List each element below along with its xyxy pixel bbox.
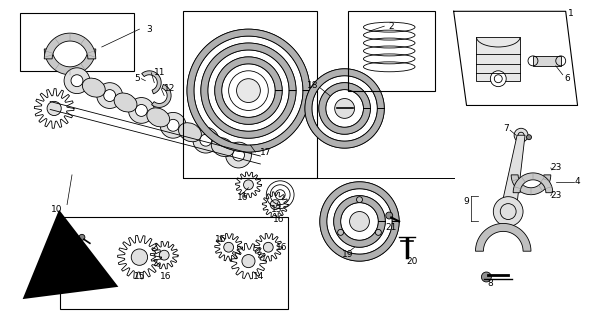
Polygon shape: [201, 43, 296, 138]
Ellipse shape: [211, 138, 234, 156]
Text: 21: 21: [385, 223, 397, 232]
Polygon shape: [334, 196, 385, 247]
Text: 10: 10: [51, 205, 63, 214]
Circle shape: [135, 105, 147, 116]
Polygon shape: [152, 84, 171, 108]
Text: 2: 2: [388, 22, 394, 31]
Circle shape: [335, 99, 355, 118]
Circle shape: [160, 250, 169, 260]
Text: 7: 7: [503, 124, 509, 133]
Text: 16: 16: [215, 235, 226, 244]
Circle shape: [128, 98, 154, 123]
Text: 15: 15: [134, 272, 145, 282]
Polygon shape: [513, 173, 553, 193]
Polygon shape: [511, 175, 551, 195]
Circle shape: [482, 272, 491, 282]
Polygon shape: [476, 223, 531, 251]
Text: 3: 3: [146, 25, 152, 34]
Circle shape: [200, 134, 212, 146]
Bar: [347, 11, 435, 91]
Circle shape: [491, 71, 506, 87]
Text: 23: 23: [550, 191, 562, 200]
Circle shape: [224, 242, 234, 252]
Polygon shape: [141, 71, 161, 94]
Polygon shape: [187, 29, 310, 152]
Circle shape: [356, 197, 362, 203]
Circle shape: [386, 212, 393, 219]
Text: 5: 5: [135, 74, 140, 83]
Circle shape: [270, 200, 280, 210]
Circle shape: [79, 234, 85, 240]
Circle shape: [64, 68, 90, 93]
Circle shape: [226, 142, 252, 168]
Text: 1: 1: [568, 9, 574, 18]
Text: 21: 21: [74, 247, 85, 256]
Polygon shape: [45, 33, 96, 59]
Text: 16: 16: [273, 215, 285, 224]
Circle shape: [338, 229, 344, 235]
Polygon shape: [500, 135, 525, 212]
Text: 8: 8: [488, 279, 493, 288]
Circle shape: [350, 212, 370, 231]
Circle shape: [97, 83, 123, 108]
Circle shape: [493, 197, 523, 227]
Circle shape: [237, 79, 260, 102]
Circle shape: [193, 127, 219, 153]
Text: 17: 17: [259, 148, 271, 156]
Text: 11: 11: [154, 68, 165, 77]
Text: 16: 16: [160, 272, 172, 282]
Ellipse shape: [82, 78, 105, 97]
Text: 20: 20: [406, 257, 418, 266]
Text: 4: 4: [575, 177, 580, 186]
Text: 13: 13: [270, 205, 282, 214]
Circle shape: [264, 242, 273, 252]
Ellipse shape: [114, 93, 137, 112]
Text: 19: 19: [342, 250, 353, 259]
Text: 9: 9: [464, 197, 470, 206]
Text: 6: 6: [565, 74, 571, 83]
Circle shape: [514, 128, 528, 142]
Bar: [476, 37, 520, 81]
Polygon shape: [45, 49, 96, 75]
Circle shape: [167, 119, 179, 131]
Text: 18: 18: [307, 81, 318, 90]
Bar: [183, 11, 317, 178]
Bar: [20, 13, 134, 71]
Text: 12: 12: [164, 84, 175, 93]
Ellipse shape: [147, 108, 170, 127]
Bar: [60, 218, 288, 309]
Circle shape: [376, 229, 381, 235]
Circle shape: [47, 101, 61, 116]
Text: 23: 23: [550, 164, 562, 172]
Circle shape: [244, 180, 253, 190]
Circle shape: [232, 149, 244, 161]
Circle shape: [527, 135, 532, 140]
Circle shape: [242, 255, 255, 268]
Polygon shape: [305, 69, 384, 148]
Circle shape: [71, 75, 83, 87]
Polygon shape: [320, 182, 399, 261]
Circle shape: [104, 90, 116, 101]
Circle shape: [160, 112, 186, 138]
Text: 16: 16: [237, 193, 248, 202]
Ellipse shape: [179, 123, 202, 142]
Text: 16: 16: [276, 243, 288, 252]
Text: FR.: FR.: [50, 276, 71, 286]
Bar: [533, 56, 560, 66]
Polygon shape: [319, 83, 370, 134]
Polygon shape: [215, 57, 282, 124]
Circle shape: [131, 249, 147, 265]
Text: 14: 14: [253, 272, 264, 282]
